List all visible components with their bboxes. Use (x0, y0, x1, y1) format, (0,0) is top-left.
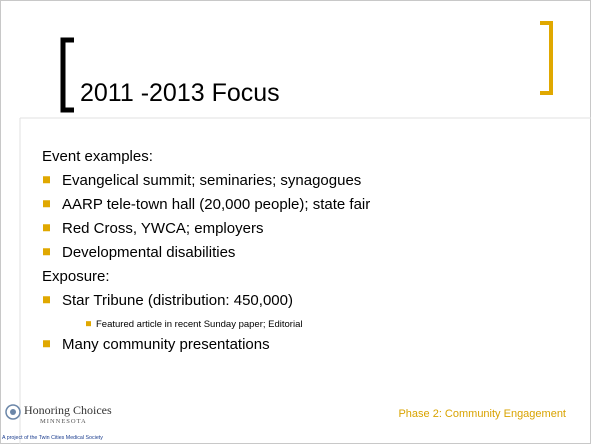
bullet (43, 248, 50, 256)
bullet-text: Featured article in recent Sunday paper;… (96, 319, 302, 330)
bullet (43, 176, 50, 184)
bullet-text: Many community presentations (62, 336, 270, 353)
title-bracket-right (540, 21, 553, 95)
bullet-text: AARP tele-town hall (20,000 people); sta… (62, 196, 370, 213)
bullet-text: Star Tribune (distribution: 450,000) (62, 292, 293, 309)
section-heading: Event examples: (42, 148, 153, 165)
logo-name: Honoring Choices (24, 403, 112, 417)
slide-body: Event examples: Evangelical summit; semin… (42, 148, 370, 353)
logo-icon (5, 404, 21, 420)
bullet-text: Evangelical summit; seminaries; synagogu… (62, 172, 361, 189)
footer-section: Phase 2: Community Engagement (398, 408, 566, 420)
logo-tagline: A project of the Twin Cities Medical Soc… (2, 435, 103, 441)
bullet (86, 321, 91, 327)
logo: Honoring Choices MINNESOTA A project of … (2, 403, 112, 441)
bullet (43, 340, 50, 348)
logo-icon (10, 409, 16, 415)
bullet (43, 224, 50, 232)
bullet (43, 296, 50, 304)
bullet-text: Red Cross, YWCA; employers (62, 220, 263, 237)
title-bracket-left (60, 37, 74, 113)
slide-title: 2011 -2013 Focus (80, 79, 280, 107)
section-heading: Exposure: (42, 268, 110, 285)
logo-region: MINNESOTA (40, 418, 87, 425)
bullet (43, 200, 50, 208)
bullet-text: Developmental disabilities (62, 244, 235, 261)
